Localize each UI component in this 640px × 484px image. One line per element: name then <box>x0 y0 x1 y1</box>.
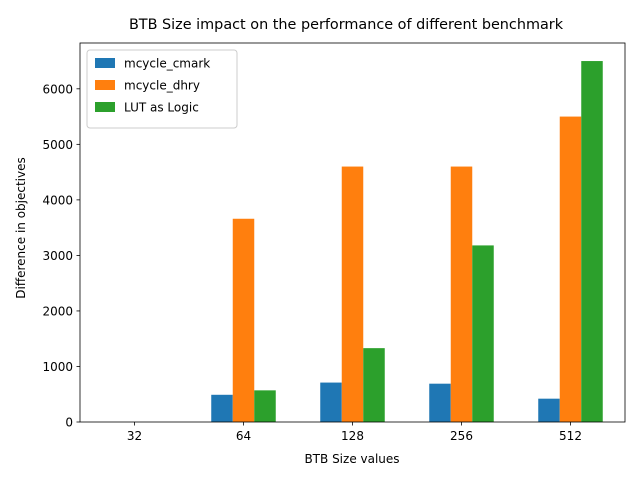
y-tick-label-0: 0 <box>65 416 73 430</box>
y-axis-label: Difference in objectives <box>14 157 28 298</box>
x-tick-label-32: 32 <box>127 429 142 443</box>
y-tick-label-4000: 4000 <box>42 193 73 207</box>
y-tick-label-3000: 3000 <box>42 249 73 263</box>
legend-label-mcycle-dhry: mcycle_dhry <box>124 79 200 93</box>
x-axis-label: BTB Size values <box>304 452 399 466</box>
legend: mcycle_cmark mcycle_dhry LUT as Logic <box>86 49 238 129</box>
legend-swatch-lut-as-logic <box>95 102 115 112</box>
bar-lut-as-logic-512 <box>581 61 603 423</box>
bars-layer <box>211 61 603 423</box>
legend-swatch-mcycle-dhry <box>95 80 115 90</box>
y-tick-label-2000: 2000 <box>42 304 73 318</box>
x-tick-label-256: 256 <box>450 429 473 443</box>
y-tick-label-5000: 5000 <box>42 138 73 152</box>
bar-lut-as-logic-64 <box>254 390 276 422</box>
legend-box <box>86 49 238 129</box>
x-tick-label-128: 128 <box>341 429 364 443</box>
y-tick-label-1000: 1000 <box>42 360 73 374</box>
bar-mcycle-dhry-512 <box>559 116 582 422</box>
bar-lut-as-logic-256 <box>472 245 494 422</box>
x-tick-label-64: 64 <box>236 429 251 443</box>
chart-title: BTB Size impact on the performance of di… <box>129 17 564 33</box>
legend-label-mcycle-cmark: mcycle_cmark <box>124 57 210 71</box>
y-tick-label-6000: 6000 <box>42 82 73 96</box>
bar-mcycle-cmark-128 <box>320 382 342 422</box>
bar-mcycle-dhry-256 <box>450 166 473 422</box>
bar-mcycle-cmark-64 <box>211 394 233 422</box>
bar-mcycle-cmark-512 <box>538 398 560 422</box>
bar-mcycle-dhry-64 <box>232 218 255 422</box>
bar-lut-as-logic-128 <box>363 348 385 422</box>
legend-label-lut-as-logic: LUT as Logic <box>124 101 199 115</box>
legend-swatch-mcycle-cmark <box>95 58 115 68</box>
bar-mcycle-dhry-128 <box>341 166 364 422</box>
bar-mcycle-cmark-256 <box>429 383 451 422</box>
x-tick-label-512: 512 <box>559 429 582 443</box>
axes-layer: 32 64 128 256 512 0 1000 2000 3000 4000 5000 6000 <box>42 42 626 443</box>
